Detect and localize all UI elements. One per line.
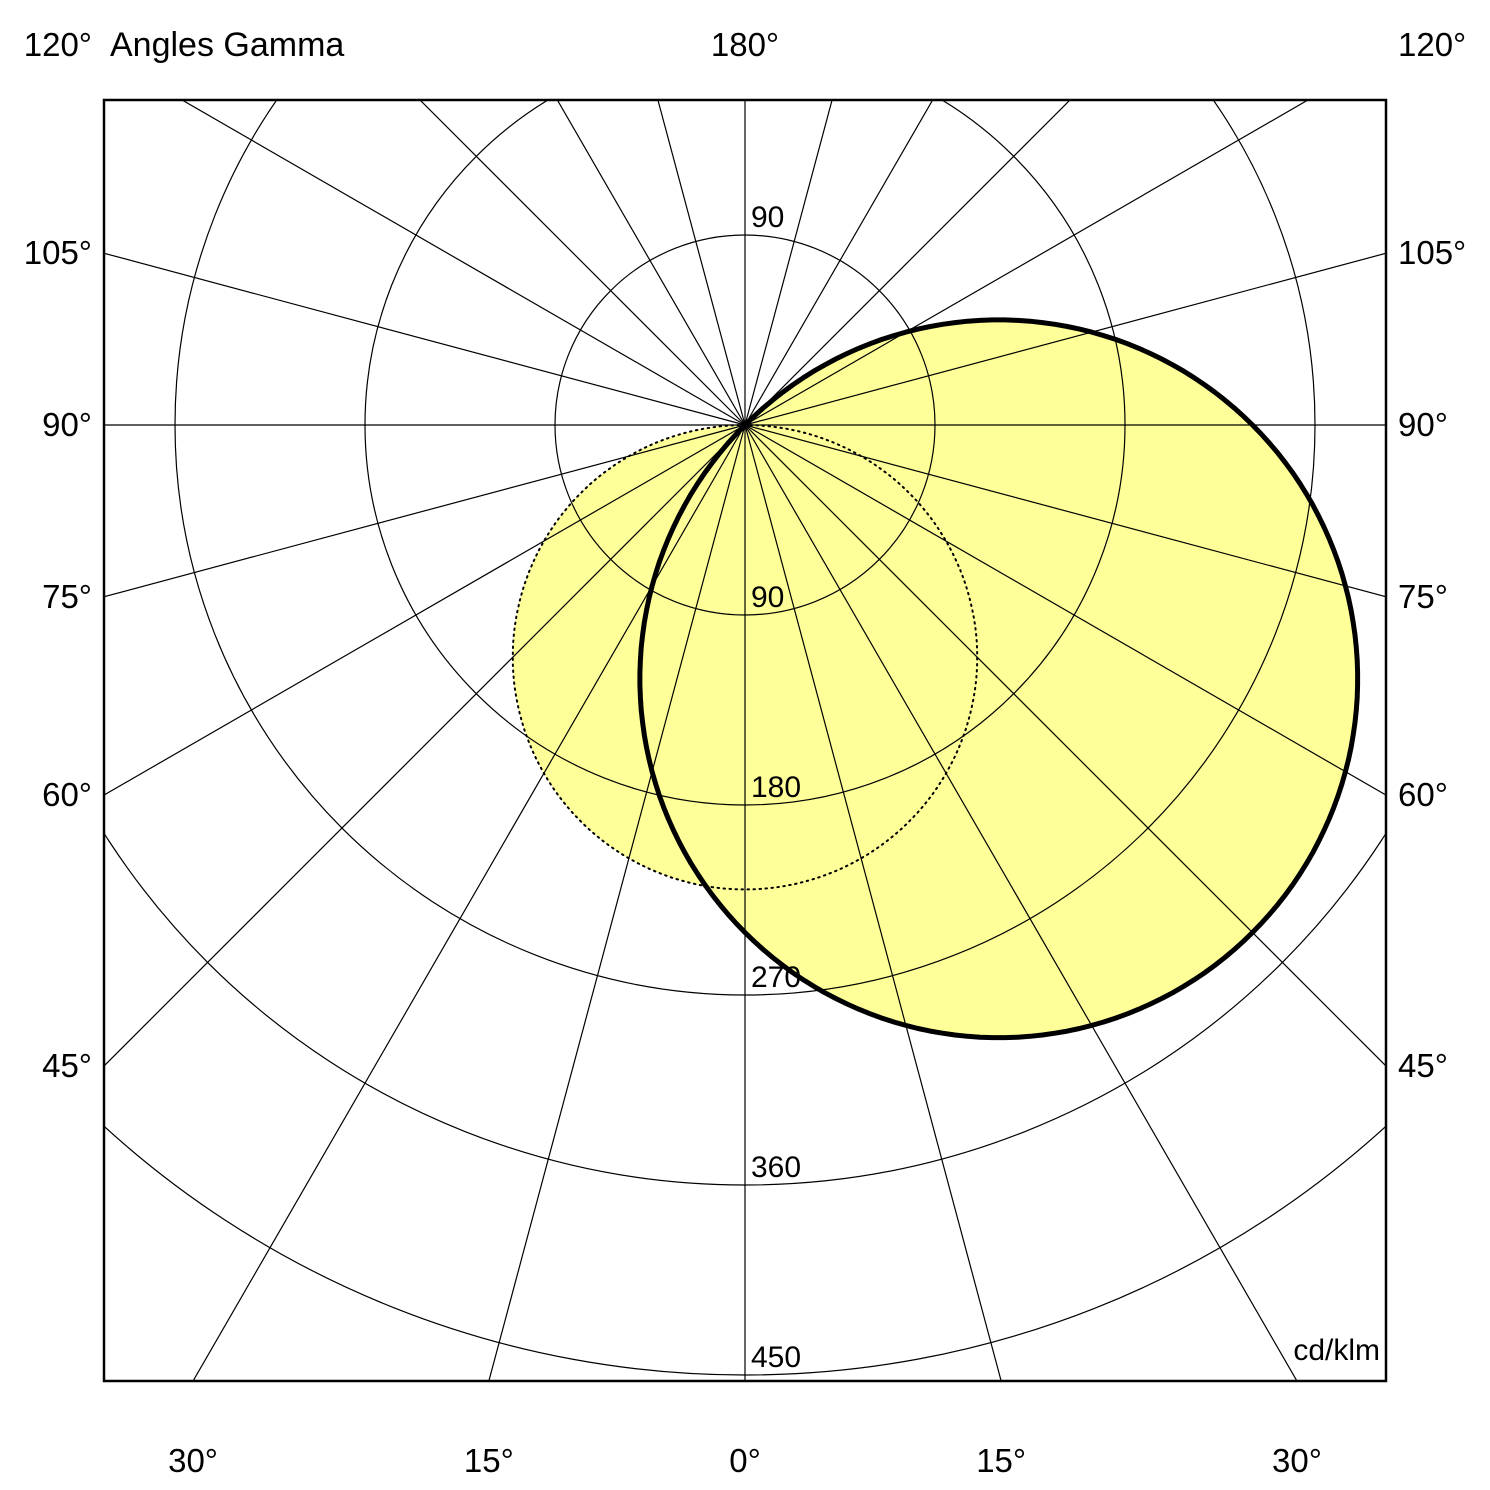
chart-title: Angles Gamma bbox=[110, 26, 344, 64]
gamma-label-bottom-0: 0° bbox=[729, 1442, 761, 1479]
gamma-label-right-90: 90° bbox=[1398, 406, 1448, 443]
polar-grid-radial-line-105 bbox=[744, 252, 1386, 426]
plot-border bbox=[102, 98, 1388, 1383]
gamma-label-left-105: 105° bbox=[24, 234, 92, 271]
gamma-label-bottom-15: 15° bbox=[976, 1442, 1026, 1479]
polar-grid-radial-line-30 bbox=[744, 424, 1298, 1381]
distribution-curve-solid-c0-c180 bbox=[637, 317, 1361, 1041]
labels: Angles Gamma 180° 120° 120° 105° 105° 90° 90° 75… bbox=[24, 26, 1467, 1479]
polar-grid-radial-line-minus-105 bbox=[104, 252, 746, 426]
polar-grid-radial-line-135 bbox=[744, 100, 1071, 426]
gamma-label-right-45: 45° bbox=[1398, 1047, 1448, 1084]
gamma-label-left-75: 75° bbox=[42, 578, 92, 615]
gamma-label-left-60: 60° bbox=[42, 776, 92, 813]
polar-grid-radial-line-75 bbox=[744, 424, 1386, 598]
gamma-label-bottom-30: 30° bbox=[1272, 1442, 1322, 1479]
gamma-label-bottom-minus-15: 15° bbox=[464, 1442, 514, 1479]
polar-grid-radial-line-minus-45 bbox=[104, 424, 746, 1067]
gamma-label-top-left-120: 120° bbox=[24, 26, 92, 63]
ring-label-90: 90 bbox=[751, 581, 784, 614]
polar-grid-radial-line-45 bbox=[744, 424, 1386, 1067]
polar-grid-radial-line-minus-165 bbox=[657, 100, 746, 426]
polar-grid-radial-line-15 bbox=[744, 424, 1002, 1381]
gamma-label-left-90: 90° bbox=[42, 406, 92, 443]
ring-label-90-upper: 90 bbox=[751, 201, 784, 234]
ring-label-360: 360 bbox=[751, 1151, 801, 1184]
ring-label-180: 180 bbox=[751, 771, 801, 804]
gamma-label-right-105: 105° bbox=[1398, 234, 1466, 271]
polar-grid-radial-line-150 bbox=[744, 100, 934, 426]
polar-grid-radial-line-minus-15 bbox=[488, 424, 746, 1381]
gamma-label-right-60: 60° bbox=[1398, 776, 1448, 813]
polar-grid-radial-line-minus-120 bbox=[180, 100, 746, 426]
gamma-label-bottom-minus-30: 30° bbox=[168, 1442, 218, 1479]
unit-label: cd/klm bbox=[1293, 1334, 1380, 1367]
gamma-label-top-right-120: 120° bbox=[1398, 26, 1466, 63]
gamma-label-right-75: 75° bbox=[1398, 578, 1448, 615]
polar-grid-radial-line-minus-75 bbox=[104, 424, 746, 598]
polar-grid-radial-line-120 bbox=[744, 100, 1310, 426]
polar-grid-radial-line-60 bbox=[744, 424, 1386, 796]
gamma-label-top-180: 180° bbox=[711, 26, 779, 63]
polar-grid-radial-line-165 bbox=[744, 100, 833, 426]
ring-label-270: 270 bbox=[751, 961, 801, 994]
gamma-label-left-45: 45° bbox=[42, 1047, 92, 1084]
polar-grid-radial-line-minus-60 bbox=[104, 424, 746, 796]
polar-grid-radial-line-minus-30 bbox=[192, 424, 746, 1381]
ring-label-450: 450 bbox=[751, 1341, 801, 1374]
polar-grid-radial-line-minus-150 bbox=[556, 100, 746, 426]
polar-grid-radial-line-minus-135 bbox=[419, 100, 746, 426]
